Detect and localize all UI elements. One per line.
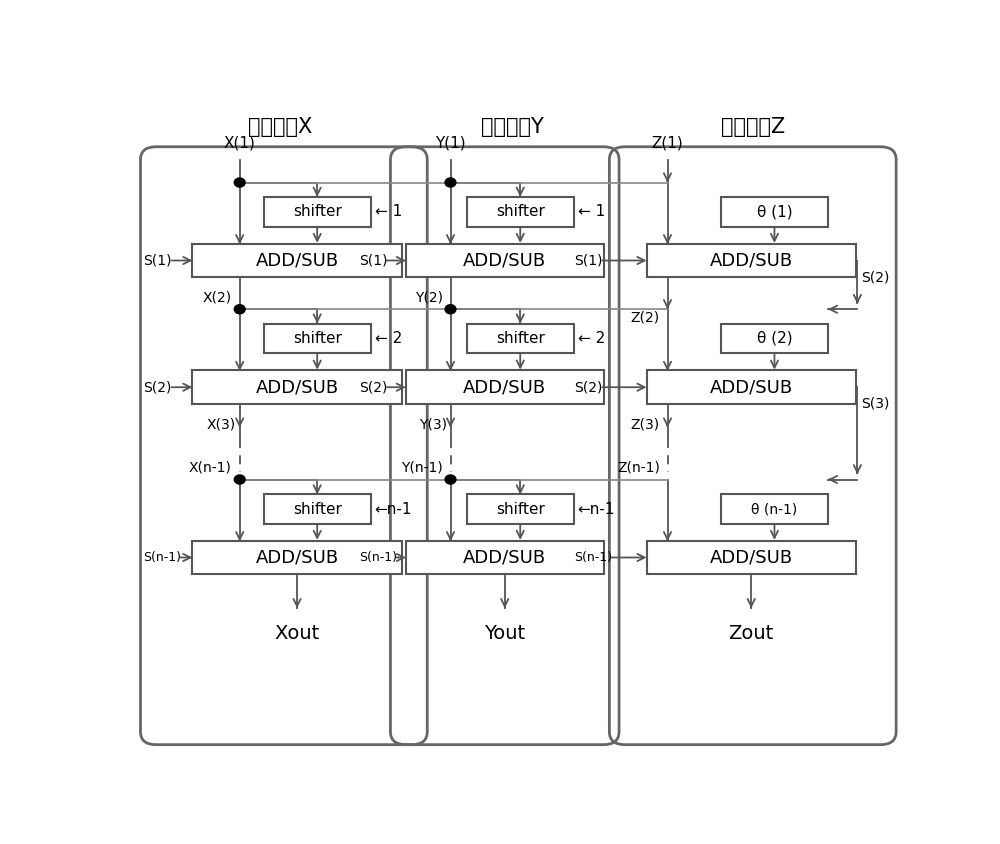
Text: Y(n-1): Y(n-1) [401,460,443,474]
Text: Xout: Xout [274,625,320,643]
Text: S(3): S(3) [861,397,890,411]
Text: S(2): S(2) [359,381,387,394]
FancyBboxPatch shape [406,244,604,278]
Text: S(n-1): S(n-1) [574,551,612,564]
Text: θ (1): θ (1) [757,204,792,219]
Text: ADD/SUB: ADD/SUB [255,549,339,566]
Text: S(1): S(1) [574,253,603,268]
FancyBboxPatch shape [192,371,402,404]
Text: ←n-1: ←n-1 [578,502,615,517]
Text: Z(3): Z(3) [631,417,660,431]
Text: shifter: shifter [496,204,545,219]
Circle shape [445,475,456,484]
Text: ← 2: ← 2 [375,331,402,346]
Text: ADD/SUB: ADD/SUB [710,378,793,396]
FancyBboxPatch shape [467,197,574,227]
FancyBboxPatch shape [264,323,371,354]
Text: ADD/SUB: ADD/SUB [255,252,339,269]
Text: ← 1: ← 1 [578,204,605,219]
Text: ← 1: ← 1 [375,204,402,219]
Text: Y(2): Y(2) [415,290,443,304]
Text: shifter: shifter [496,502,545,517]
FancyBboxPatch shape [192,541,402,575]
Circle shape [234,178,245,187]
Text: Y(1): Y(1) [435,135,466,150]
FancyBboxPatch shape [467,323,574,354]
Circle shape [445,178,456,187]
Text: S(2): S(2) [144,381,172,394]
FancyBboxPatch shape [647,541,856,575]
Text: ← 2: ← 2 [578,331,605,346]
Text: S(n-1): S(n-1) [144,551,182,564]
Text: X(3): X(3) [207,417,236,431]
Text: 数据通路X: 数据通路X [248,117,312,138]
Text: ADD/SUB: ADD/SUB [255,378,339,396]
Text: shifter: shifter [496,331,545,346]
Text: ←n-1: ←n-1 [375,502,412,517]
Text: Z(n-1): Z(n-1) [617,460,660,474]
FancyBboxPatch shape [721,197,828,227]
Text: ADD/SUB: ADD/SUB [710,549,793,566]
Circle shape [234,305,245,314]
Text: ADD/SUB: ADD/SUB [463,378,546,396]
Text: 数据通路Z: 数据通路Z [721,117,785,138]
Text: X(2): X(2) [203,290,232,304]
Text: Y(3): Y(3) [419,417,447,431]
FancyBboxPatch shape [467,495,574,524]
Text: 数据通路Y: 数据通路Y [481,117,544,138]
Text: ADD/SUB: ADD/SUB [463,549,546,566]
FancyBboxPatch shape [192,244,402,278]
Text: shifter: shifter [293,502,342,517]
FancyBboxPatch shape [721,323,828,354]
Circle shape [234,475,245,484]
Text: S(1): S(1) [359,253,388,268]
Text: X(1): X(1) [224,135,256,150]
Text: θ (n-1): θ (n-1) [751,502,798,517]
Text: S(2): S(2) [574,381,603,394]
Text: Yout: Yout [484,625,525,643]
Text: shifter: shifter [293,204,342,219]
FancyBboxPatch shape [264,197,371,227]
Text: Z(1): Z(1) [652,135,683,150]
FancyBboxPatch shape [647,244,856,278]
FancyBboxPatch shape [406,371,604,404]
Text: Z(2): Z(2) [631,311,660,324]
Text: shifter: shifter [293,331,342,346]
Text: S(2): S(2) [861,270,890,284]
FancyBboxPatch shape [264,495,371,524]
Text: θ (2): θ (2) [757,331,792,346]
Text: S(n-1): S(n-1) [359,551,397,564]
FancyBboxPatch shape [406,541,604,575]
Text: X(n-1): X(n-1) [189,460,232,474]
Text: Zout: Zout [729,625,774,643]
Text: ADD/SUB: ADD/SUB [463,252,546,269]
Circle shape [445,305,456,314]
FancyBboxPatch shape [647,371,856,404]
FancyBboxPatch shape [721,495,828,524]
Text: ADD/SUB: ADD/SUB [710,252,793,269]
Text: S(1): S(1) [144,253,172,268]
